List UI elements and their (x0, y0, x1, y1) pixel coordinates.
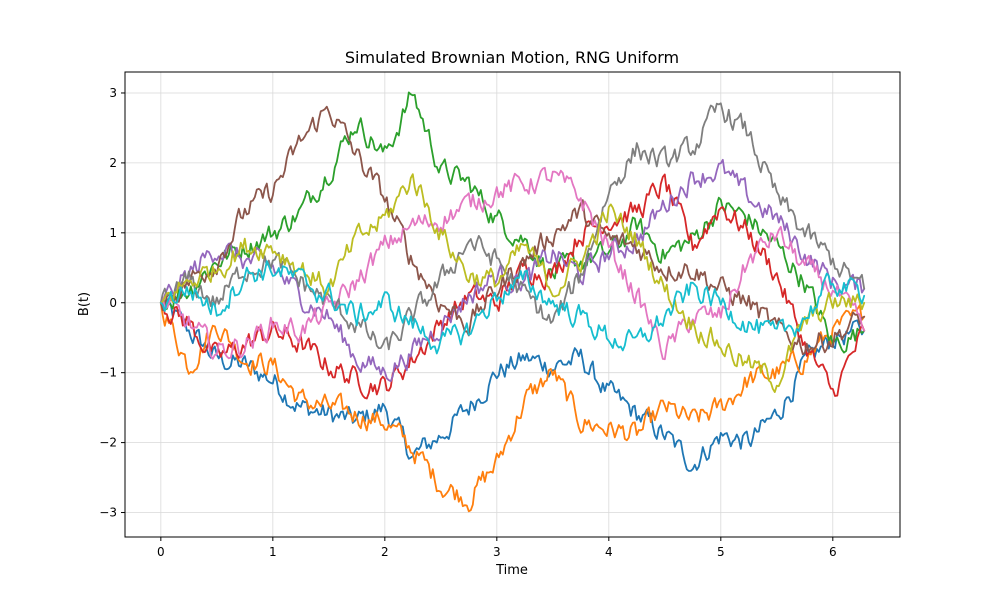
series-layer (159, 91, 866, 513)
chart-title: Simulated Brownian Motion, RNG Uniform (345, 48, 679, 67)
y-axis-label: B(t) (77, 292, 92, 316)
y-tick-label: −2 (99, 436, 117, 450)
x-tick-label: 5 (717, 545, 725, 559)
x-tick-label: 4 (605, 545, 613, 559)
y-tick-label: 0 (109, 296, 117, 310)
y-tick-label: 2 (109, 156, 117, 170)
x-tick-label: 1 (269, 545, 277, 559)
y-tick-label: −1 (99, 366, 117, 380)
x-tick-label: 0 (157, 545, 165, 559)
gridlines (125, 72, 900, 537)
x-tick-label: 2 (381, 545, 389, 559)
series-line-1 (159, 297, 866, 472)
series-line-7 (159, 166, 866, 361)
series-line-10 (159, 260, 866, 355)
y-tick-label: 1 (109, 226, 117, 240)
y-axis-ticks: −3 −2 −1 0 1 2 3 (99, 86, 125, 520)
x-axis-ticks: 0 1 2 3 4 5 6 (157, 537, 837, 559)
series-line-3 (159, 91, 866, 354)
y-tick-label: 3 (109, 86, 117, 100)
plot-frame (124, 71, 901, 538)
series-line-6 (159, 105, 866, 356)
x-axis-label: Time (495, 563, 528, 578)
y-tick-label: −3 (99, 506, 117, 520)
x-tick-label: 3 (493, 545, 501, 559)
series-line-9 (159, 173, 866, 393)
series-line-2 (159, 301, 866, 513)
x-tick-label: 6 (829, 545, 837, 559)
